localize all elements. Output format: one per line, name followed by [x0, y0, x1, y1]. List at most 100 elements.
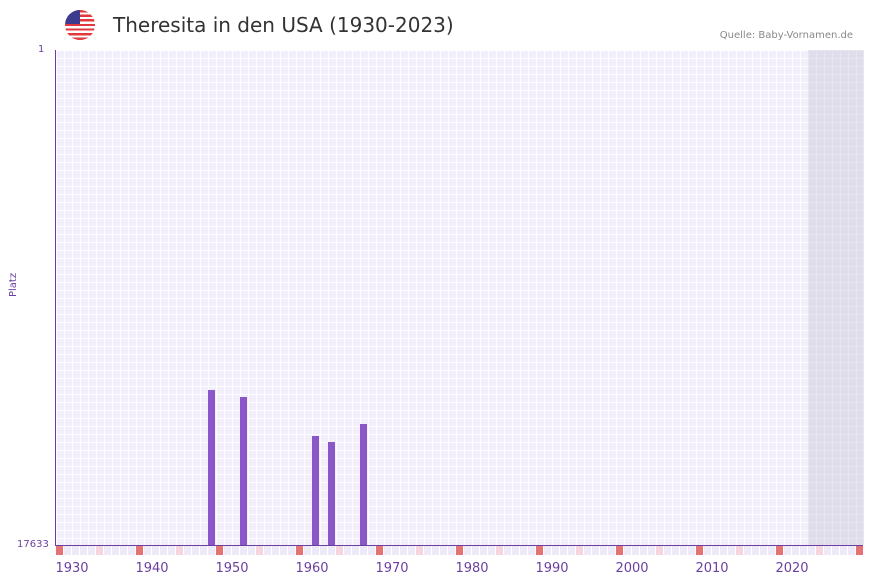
year-marker — [840, 546, 847, 555]
x-tick-label: 2000 — [615, 561, 649, 576]
year-marker — [632, 546, 639, 555]
bar-1947[interactable] — [208, 389, 215, 545]
year-marker — [352, 546, 359, 555]
year-marker — [496, 546, 503, 555]
year-marker — [264, 546, 271, 555]
year-marker — [248, 546, 255, 555]
x-tick-label: 1940 — [135, 561, 169, 576]
x-tick-label: 1950 — [215, 561, 249, 576]
year-marker — [832, 546, 839, 555]
x-tick-label: 1970 — [375, 561, 409, 576]
year-marker — [792, 546, 799, 555]
grid — [56, 50, 863, 545]
year-marker — [88, 546, 95, 555]
year-marker — [192, 546, 199, 555]
year-marker — [784, 546, 791, 555]
year-marker — [288, 546, 295, 555]
x-tick-label: 1960 — [295, 561, 329, 576]
bar-1966[interactable] — [360, 423, 367, 545]
year-marker — [560, 546, 567, 555]
year-marker — [664, 546, 671, 555]
year-marker — [448, 546, 455, 555]
year-marker — [600, 546, 607, 555]
year-marker — [528, 546, 535, 555]
year-marker — [472, 546, 479, 555]
year-marker — [808, 546, 815, 555]
year-marker — [624, 546, 631, 555]
year-marker — [408, 546, 415, 555]
year-marker — [744, 546, 751, 555]
year-marker — [328, 546, 335, 555]
year-marker — [520, 546, 527, 555]
year-marker — [800, 546, 807, 555]
year-marker — [568, 546, 575, 555]
year-marker — [504, 546, 511, 555]
bar-1962[interactable] — [328, 441, 335, 545]
year-marker — [584, 546, 591, 555]
year-marker — [120, 546, 127, 555]
source-link[interactable]: Quelle: Baby-Vornamen.de — [719, 30, 853, 41]
year-marker — [576, 546, 583, 555]
year-marker — [392, 546, 399, 555]
year-marker — [240, 546, 247, 555]
year-marker — [336, 546, 343, 555]
shaded-region — [808, 50, 864, 545]
year-marker — [440, 546, 447, 555]
year-marker — [312, 546, 319, 555]
year-marker — [720, 546, 727, 555]
year-marker — [656, 546, 663, 555]
bar-1951[interactable] — [240, 396, 247, 545]
year-marker — [432, 546, 439, 555]
y-tick-bottom: 17633 — [17, 539, 49, 550]
year-marker — [128, 546, 135, 555]
year-marker — [96, 546, 103, 555]
year-marker — [704, 546, 711, 555]
year-marker — [280, 546, 287, 555]
year-marker — [104, 546, 111, 555]
year-marker — [360, 546, 367, 555]
year-marker — [672, 546, 679, 555]
year-marker — [456, 546, 463, 555]
year-marker — [696, 546, 703, 555]
year-marker — [272, 546, 279, 555]
year-marker — [304, 546, 311, 555]
year-marker — [616, 546, 623, 555]
year-marker — [544, 546, 551, 555]
year-marker — [112, 546, 119, 555]
year-marker — [768, 546, 775, 555]
year-marker — [80, 546, 87, 555]
year-marker — [680, 546, 687, 555]
x-axis-line — [55, 545, 863, 546]
year-marker — [640, 546, 647, 555]
year-marker — [760, 546, 767, 555]
year-marker — [512, 546, 519, 555]
year-marker — [648, 546, 655, 555]
year-marker — [424, 546, 431, 555]
year-marker — [376, 546, 383, 555]
year-marker — [200, 546, 207, 555]
year-marker — [208, 546, 215, 555]
x-tick-label: 2020 — [775, 561, 809, 576]
year-marker — [464, 546, 471, 555]
year-marker — [480, 546, 487, 555]
year-markers — [56, 546, 863, 555]
year-marker — [736, 546, 743, 555]
year-marker — [552, 546, 559, 555]
year-marker — [608, 546, 615, 555]
bar-1960[interactable] — [312, 435, 319, 545]
year-marker — [856, 546, 863, 555]
year-marker — [776, 546, 783, 555]
x-tick-label: 1930 — [55, 561, 89, 576]
year-marker — [400, 546, 407, 555]
year-marker — [224, 546, 231, 555]
year-marker — [824, 546, 831, 555]
plot-area — [56, 50, 864, 545]
year-marker — [416, 546, 423, 555]
year-marker — [216, 546, 223, 555]
year-marker — [176, 546, 183, 555]
year-marker — [384, 546, 391, 555]
year-marker — [752, 546, 759, 555]
year-marker — [64, 546, 71, 555]
year-marker — [688, 546, 695, 555]
year-marker — [816, 546, 823, 555]
